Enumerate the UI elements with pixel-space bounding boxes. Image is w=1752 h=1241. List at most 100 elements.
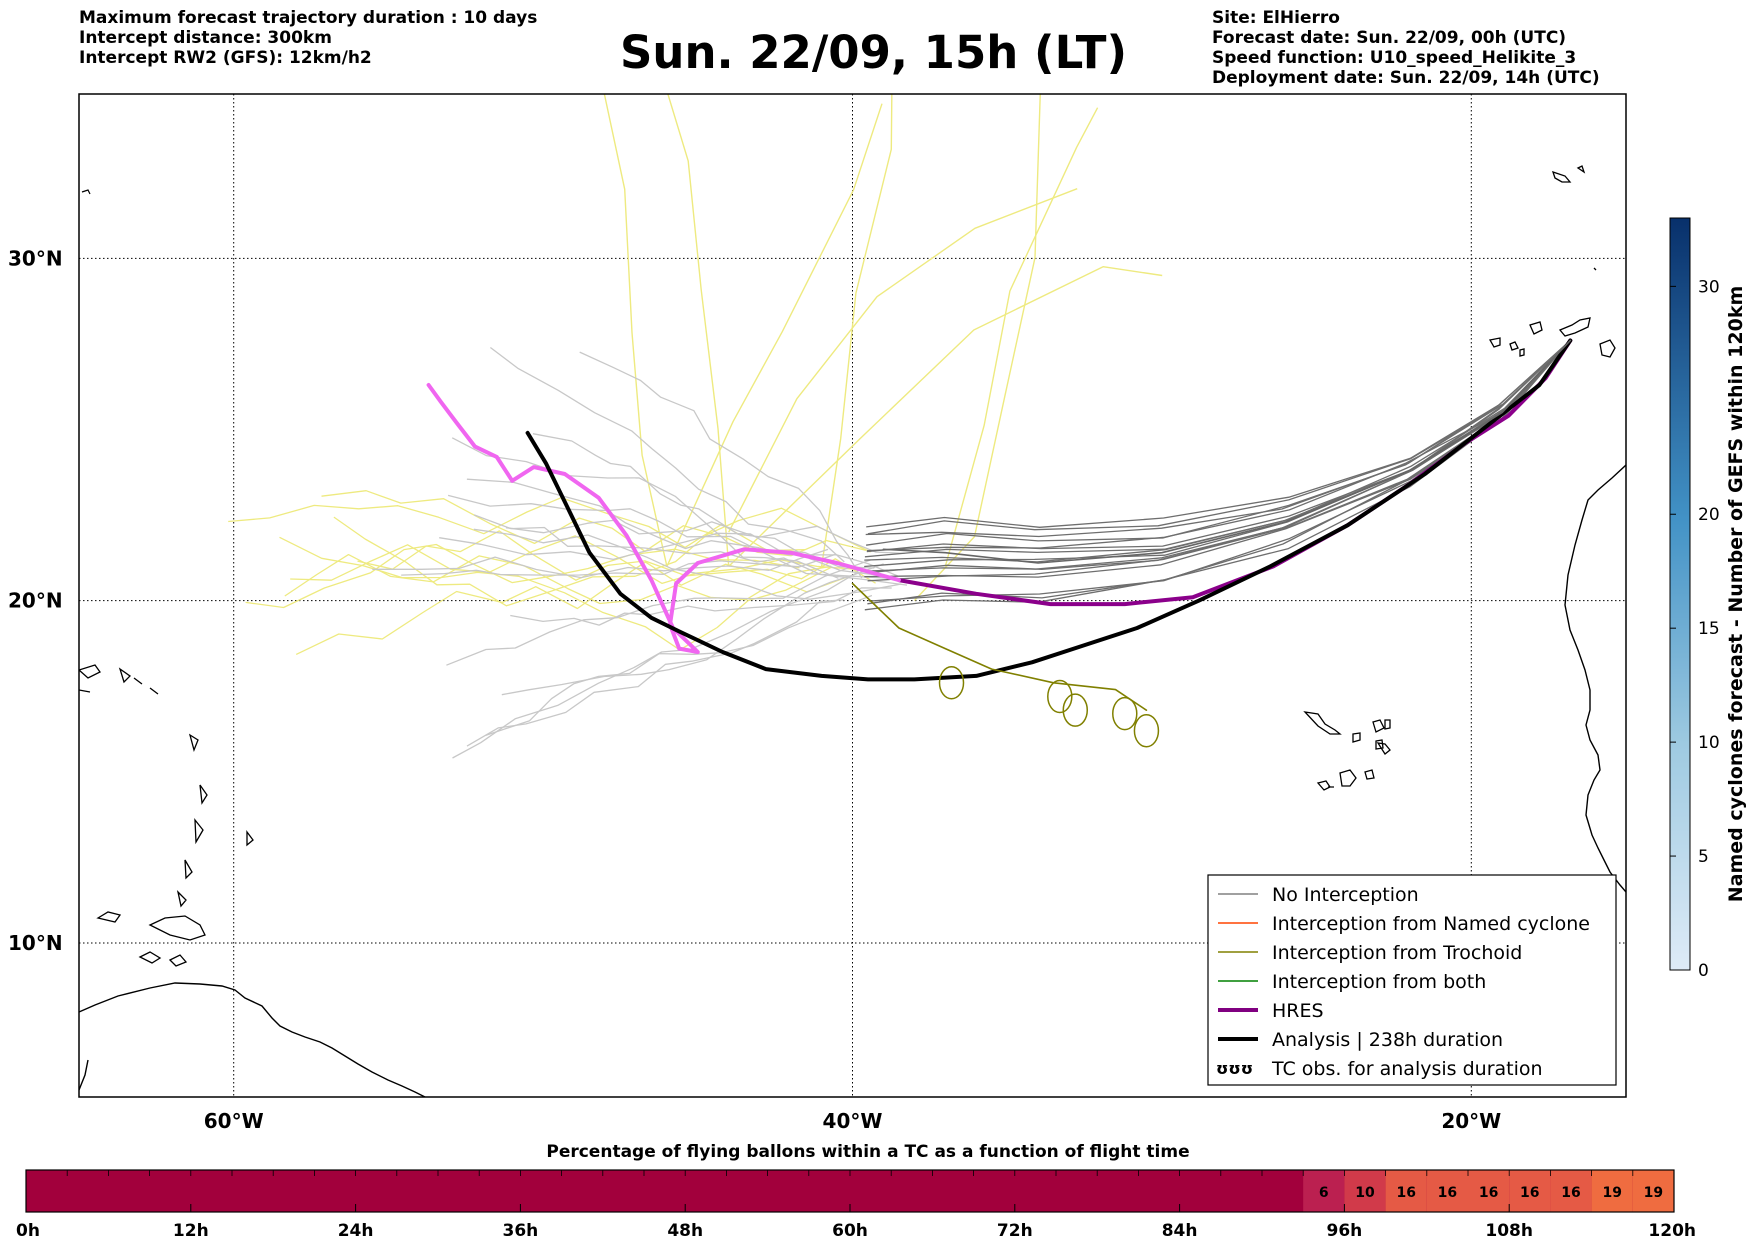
trajectory-dark-gray: [867, 340, 1571, 605]
time-bar-tick-label: 48h: [667, 1221, 703, 1241]
lat-tick-label: 20°N: [8, 589, 63, 613]
trajectory-yellow: [228, 497, 806, 552]
trajectory-gray: [439, 532, 875, 569]
trajectory-dark-gray: [867, 340, 1571, 535]
trochoid-loop: [1062, 693, 1089, 727]
lon-tick-label: 60°W: [204, 1109, 264, 1133]
time-bar-tick-label: 36h: [503, 1221, 539, 1241]
header-line-max-duration: Maximum forecast trajectory duration : 1…: [79, 8, 538, 28]
colorbar-tick-label: 20: [1698, 505, 1720, 525]
time-bar-tick-label: 24h: [338, 1221, 374, 1241]
chart-legend: No Interception Interception from Named c…: [1207, 874, 1617, 1086]
coastline-canary-islands: [1488, 317, 1616, 358]
legend-label: HRES: [1272, 1000, 1324, 1022]
trajectory-lines: [228, 94, 1573, 759]
lon-tick-label: 40°W: [823, 1109, 883, 1133]
header-line-intercept-rw2: Intercept RW2 (GFS): 12km/h2: [79, 48, 372, 68]
time-bar-cell: [1468, 1170, 1510, 1212]
trajectory-gray: [446, 559, 872, 666]
colorbar-label: Named cyclones forecast - Number of GEFS…: [1725, 286, 1747, 903]
time-bar-tick-label: 84h: [1162, 1221, 1198, 1241]
trajectory-dark-gray: [866, 340, 1571, 528]
trajectory-yellow: [321, 490, 867, 557]
trajectory-dark-gray: [866, 340, 1571, 553]
trajectory-yellow: [728, 188, 1078, 533]
trajectory-dark-gray: [869, 340, 1571, 602]
trajectory-dark-gray: [864, 340, 1571, 563]
time-bar-tick-label: 12h: [173, 1221, 209, 1241]
time-bar-tick-label: 0h: [16, 1221, 40, 1241]
trajectory-gray: [466, 478, 898, 577]
time-bar-cell-value: 16: [1520, 1185, 1539, 1201]
legend-box: [1207, 874, 1617, 1086]
legend-label: Analysis | 238h duration: [1272, 1029, 1503, 1051]
legend-label: No Interception: [1272, 884, 1419, 906]
series-no-interception: [882, 339, 1572, 564]
trajectory-gray: [579, 351, 863, 579]
trajectory-gray: [485, 594, 873, 737]
lon-tick-label: 20°W: [1441, 1109, 1501, 1133]
header-line-deployment-date: Deployment date: Sun. 22/09, 14h (UTC): [1212, 68, 1600, 88]
time-bar-cell-value: 16: [1479, 1185, 1498, 1201]
trajectory-gray: [452, 571, 858, 759]
coastlines: [79, 165, 1626, 1097]
trajectory-gray: [490, 346, 845, 563]
coastline-madeira: [1551, 165, 1597, 271]
time-bar-cell: [1632, 1170, 1674, 1212]
legend-label: TC obs. for analysis duration: [1271, 1058, 1543, 1080]
trajectory-yellow: [279, 536, 833, 651]
trajectory-dark-gray: [864, 340, 1571, 558]
series-hres: [896, 338, 1573, 607]
series-interception-from-trochoid: [851, 582, 1148, 711]
header-line-site: Site: ElHierro: [1212, 8, 1340, 28]
trajectory-gray: [451, 437, 839, 579]
header-left-info: Maximum forecast trajectory duration : 1…: [79, 8, 537, 68]
colorbar-gradient: [1669, 217, 1691, 971]
colorbar-tick-label: 10: [1698, 733, 1720, 753]
trajectory-yellow: [290, 535, 862, 585]
trajectory-yellow: [666, 103, 883, 567]
legend-tc-symbol-icon: ʊʊʊ: [1216, 1059, 1253, 1078]
trajectory-gray: [401, 553, 836, 576]
map-frame: [78, 93, 1627, 1098]
time-bar-tick-label: 108h: [1485, 1221, 1533, 1241]
axis-tick-labels: 60°W 40°W 20°W 30°N 20°N 10°N: [8, 246, 1501, 1133]
legend-label: Interception from Named cyclone: [1272, 913, 1590, 935]
coastline-venezuela-islands: [96, 911, 206, 967]
time-bar-cell-value: 19: [1602, 1185, 1621, 1201]
trajectory-gray: [505, 519, 905, 555]
page-title: Sun. 22/09, 15h (LT): [620, 26, 1128, 79]
coastline-africa: [1564, 464, 1626, 893]
time-bar-cell-value: 6: [1319, 1185, 1329, 1201]
trajectory-yellow: [295, 561, 848, 655]
series-hres-pink-segment-: [426, 383, 901, 654]
coastline-lesser-antilles: [79, 664, 254, 908]
time-bar-cell: [1509, 1170, 1551, 1212]
trajectory-dark-gray: [864, 340, 1571, 568]
colorbar-tick-label: 0: [1698, 961, 1709, 981]
trajectory-yellow: [357, 530, 876, 584]
time-percentage-bar: Percentage of flying ballons within a TC…: [16, 1142, 1696, 1241]
header-line-speed-function: Speed function: U10_speed_Helikite_3: [1212, 48, 1577, 68]
trajectory-dark-gray: [866, 340, 1571, 546]
coastline-caribbean: [79, 982, 426, 1097]
trajectory-yellow: [284, 553, 832, 605]
time-bar-cell: [1344, 1170, 1386, 1212]
trajectory-yellow: [820, 94, 893, 567]
trajectory-gray: [466, 599, 845, 747]
time-bar-cell: [1385, 1170, 1427, 1212]
header-line-intercept-distance: Intercept distance: 300km: [79, 28, 332, 48]
trajectory-gray: [372, 548, 829, 579]
series-analysis-238h-duration: [525, 338, 1573, 682]
trajectory-gray: [447, 494, 889, 579]
time-bar-cell-value: 16: [1396, 1185, 1415, 1201]
legend-label: Interception from Trochoid: [1272, 942, 1522, 964]
header-right-info: Site: ElHierro Forecast date: Sun. 22/09…: [1212, 8, 1600, 88]
time-bar-cell: [1426, 1170, 1468, 1212]
time-bar-tick-label: 96h: [1327, 1221, 1363, 1241]
trajectory-yellow: [728, 266, 1163, 567]
trajectory-yellow: [245, 543, 800, 609]
trajectory-dark-gray: [865, 340, 1571, 538]
lat-tick-label: 30°N: [8, 246, 63, 270]
